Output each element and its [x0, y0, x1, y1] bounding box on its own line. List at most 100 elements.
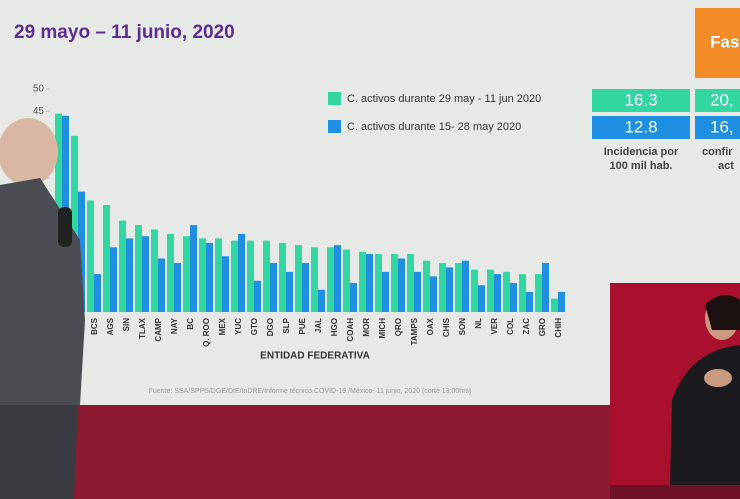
bar — [158, 258, 165, 312]
x-tick-label: QRO — [394, 318, 403, 336]
bar — [391, 254, 398, 312]
bar — [510, 283, 517, 312]
stat-box — [592, 89, 690, 112]
bar — [551, 298, 558, 312]
bar — [87, 200, 94, 312]
bar — [519, 274, 526, 312]
x-tick-label: Q. ROO — [202, 318, 211, 347]
interpreter — [670, 295, 740, 485]
bar — [343, 249, 350, 312]
x-tick-label: PUE — [298, 317, 307, 334]
bar — [430, 276, 437, 312]
microphone — [58, 207, 72, 247]
bar — [382, 271, 389, 312]
stat-value: 12.8 — [624, 117, 657, 136]
bar — [311, 247, 318, 312]
x-tick-label: GTO — [250, 318, 259, 335]
source-note: Fuente: SSA/SPPS/DGE/DIE/InDRE/Informe t… — [149, 388, 472, 395]
bar — [327, 247, 334, 312]
bar — [318, 289, 325, 312]
x-tick-label: VER — [490, 318, 499, 335]
x-tick-label: AGS — [106, 317, 115, 335]
x-tick-label: BC — [186, 318, 195, 330]
bar — [542, 262, 549, 312]
x-tick-label: SON — [458, 318, 467, 336]
bar — [135, 225, 142, 312]
bar — [423, 260, 430, 312]
stat-caption: 100 mil hab. — [610, 160, 673, 172]
bar — [231, 240, 238, 312]
bar — [103, 204, 110, 312]
bar — [471, 269, 478, 312]
bar — [375, 254, 382, 312]
x-tick-label: JAL — [314, 318, 323, 333]
x-tick-label: NAY — [170, 317, 179, 334]
bar — [119, 220, 126, 312]
bar — [254, 280, 261, 312]
x-tick-label: SIN — [122, 318, 131, 332]
x-tick-label: YUC — [234, 318, 243, 335]
stat-caption: Incidencia por — [604, 146, 679, 158]
x-tick-label: CHIH — [554, 318, 563, 338]
x-tick-label: COL — [506, 318, 515, 335]
x-tick-label: MEX — [218, 317, 227, 335]
bar — [503, 271, 510, 312]
bar — [558, 291, 565, 312]
bar — [286, 271, 293, 312]
phase-label: Fas — [710, 32, 739, 51]
x-tick-label: BCS — [90, 317, 99, 335]
bar — [535, 274, 542, 312]
x-tick-label: TLAX — [138, 317, 147, 339]
title: 29 mayo – 11 junio, 2020 — [14, 22, 235, 43]
x-tick-label: CHIS — [442, 317, 451, 337]
x-axis-label: ENTIDAD FEDERATIVA — [260, 351, 370, 362]
bar — [270, 262, 277, 312]
stat-value: 16.3 — [624, 90, 657, 109]
bar — [222, 256, 229, 312]
y-tick-label: 45 — [33, 106, 45, 117]
bar — [414, 271, 421, 312]
bar — [455, 262, 462, 312]
bar — [398, 258, 405, 312]
bar — [238, 233, 245, 312]
bar — [263, 240, 270, 312]
bar — [247, 240, 254, 312]
bar — [302, 262, 309, 312]
x-tick-label: ZAC — [522, 318, 531, 335]
bar — [334, 245, 341, 312]
bar — [206, 242, 213, 312]
bar — [526, 291, 533, 312]
legend-swatch — [328, 120, 341, 133]
speaker-head — [0, 118, 58, 186]
x-tick-label: OAX — [426, 317, 435, 335]
bar — [71, 135, 78, 312]
bar — [199, 238, 206, 312]
bar — [494, 274, 501, 312]
stat-box — [695, 116, 740, 139]
legend-swatch — [328, 92, 341, 105]
bar — [359, 251, 366, 312]
bar — [215, 238, 222, 312]
bar — [190, 225, 197, 312]
bar — [366, 254, 373, 312]
bar — [279, 242, 286, 312]
stat-value: 16, — [710, 117, 734, 136]
bar — [167, 233, 174, 312]
x-tick-label: CAMP — [154, 317, 163, 341]
bar — [439, 262, 446, 312]
bar — [295, 245, 302, 312]
bar — [462, 260, 469, 312]
legend-label: C. activos durante 15- 28 may 2020 — [347, 121, 521, 133]
x-tick-label: SLP — [282, 317, 291, 333]
bar — [110, 247, 117, 312]
stage — [0, 405, 610, 499]
speaker-legs — [0, 405, 78, 499]
x-tick-label: MOR — [362, 318, 371, 337]
x-tick-label: NL — [474, 318, 483, 329]
stat-box — [592, 116, 690, 139]
bar — [94, 274, 101, 312]
y-tick-label: 50 — [33, 84, 45, 95]
bar — [478, 285, 485, 312]
bar — [446, 267, 453, 312]
stat-caption: confir — [702, 146, 733, 158]
